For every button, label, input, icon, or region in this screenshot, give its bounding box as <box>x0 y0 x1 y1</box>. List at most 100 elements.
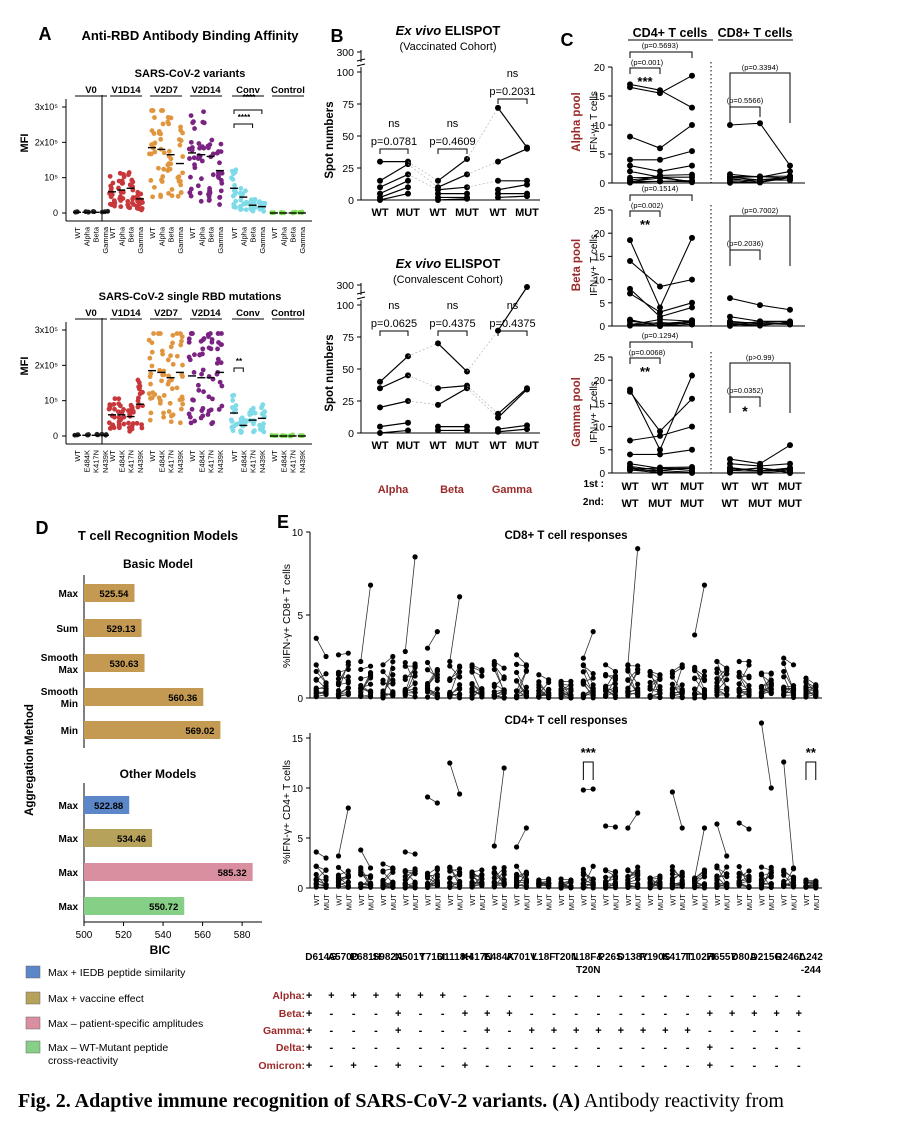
legend-label: Max – patient-specific amplitudes <box>48 1018 203 1030</box>
y-tick-label: 25 <box>342 163 354 175</box>
scatter-point <box>217 195 223 200</box>
x-tick-label: Gamma <box>176 226 185 254</box>
paired-line <box>759 470 791 474</box>
data-point <box>669 871 676 877</box>
data-point <box>377 158 383 165</box>
legend-label: cross-reactivity <box>48 1055 119 1067</box>
scatter-point <box>229 405 235 410</box>
scatter-point <box>200 346 206 352</box>
data-point <box>335 682 342 688</box>
data-point <box>757 179 763 186</box>
variant-sign: + <box>439 990 445 1002</box>
data-point <box>568 682 574 688</box>
paired-line <box>761 722 772 789</box>
scatter-point <box>160 121 166 127</box>
paired-line <box>379 429 409 434</box>
data-point <box>736 681 742 687</box>
data-point <box>491 875 497 881</box>
paired-line <box>379 186 409 199</box>
variant-sign: - <box>708 990 712 1002</box>
group-label-conv: Conv <box>236 308 260 319</box>
scatter-point <box>129 200 135 206</box>
mutation-label: R246I <box>775 952 802 963</box>
sig-bracket <box>379 148 409 154</box>
variant-sign: - <box>508 1060 512 1072</box>
x-tick-label: WT <box>148 227 157 239</box>
data-point <box>377 177 383 184</box>
data-point <box>523 825 529 831</box>
scatter-point <box>180 362 185 368</box>
ns-label: ns <box>507 300 519 312</box>
scatter-point <box>206 408 212 414</box>
variant-sign: - <box>552 990 556 1002</box>
data-point <box>612 681 619 687</box>
variant-sign: - <box>686 1060 690 1072</box>
cross-line <box>407 163 439 188</box>
data-point <box>345 868 351 874</box>
x-tick-label: N439K <box>258 450 267 473</box>
variant-sign: - <box>730 1042 734 1054</box>
paired-line <box>516 827 527 848</box>
data-point <box>746 688 752 694</box>
data-point <box>434 880 440 886</box>
variant-sign: + <box>350 990 356 1002</box>
scatter-point <box>112 396 118 402</box>
x-tick-label: WT <box>446 894 455 906</box>
x-tick-label: WT <box>535 894 544 906</box>
mutation-label: L18F& <box>573 952 604 963</box>
x-tick-label: E484K <box>279 450 288 473</box>
data-point <box>657 683 663 690</box>
x-tick-label: WT <box>802 894 811 906</box>
data-point <box>746 675 752 681</box>
variant-sign: - <box>508 1042 512 1054</box>
scatter-point <box>152 115 157 120</box>
scatter-point <box>210 420 216 425</box>
y-axis-label: %IFN-γ+ CD4+ T cells <box>281 760 293 864</box>
x-tick-label: WT <box>312 894 321 906</box>
scatter-point <box>130 179 136 185</box>
x-tick-label: E484K <box>197 450 206 473</box>
data-point <box>405 427 411 434</box>
data-point <box>657 283 663 290</box>
data-point <box>590 685 596 692</box>
paired-line <box>659 302 693 313</box>
y-tick-label: 0 <box>297 884 303 895</box>
y-tick-label: 75 <box>342 99 354 111</box>
y-tick-label: 20 <box>594 376 606 387</box>
y-tick-label: 15 <box>594 252 606 263</box>
scatter-point <box>218 360 224 366</box>
scatter-point <box>251 410 257 415</box>
scatter-point <box>191 370 197 375</box>
data-point <box>768 864 774 870</box>
data-point <box>590 885 596 891</box>
p-value: p=0.0625 <box>371 318 417 330</box>
paired-line <box>360 849 371 869</box>
x-tick-label: WT <box>401 894 410 906</box>
paired-line <box>659 470 693 473</box>
data-point <box>768 677 774 683</box>
data-point <box>603 662 609 668</box>
scatter-point <box>210 151 216 157</box>
x-tick-label: Beta <box>167 226 176 242</box>
y-tick-label: 300 <box>336 280 354 292</box>
data-point <box>701 882 708 888</box>
data-point <box>689 72 695 79</box>
x-tick-label: MUT <box>456 894 465 911</box>
scatter-point <box>160 174 166 179</box>
data-point <box>323 683 329 689</box>
y-tick-label: 100 <box>336 67 354 79</box>
data-point <box>513 669 520 676</box>
x-tick-label: WT <box>188 450 197 462</box>
data-point <box>479 872 485 879</box>
data-point <box>724 853 730 859</box>
data-point <box>405 184 411 191</box>
data-point <box>679 825 685 831</box>
data-point <box>689 234 695 241</box>
scatter-point <box>208 346 214 352</box>
data-point <box>692 675 698 681</box>
x-tick-label: MUT <box>344 894 353 911</box>
variant-sign: - <box>597 1042 601 1054</box>
variant-sign: + <box>306 1060 312 1072</box>
x-tick-label: Gamma <box>101 226 110 254</box>
bar <box>84 619 142 637</box>
